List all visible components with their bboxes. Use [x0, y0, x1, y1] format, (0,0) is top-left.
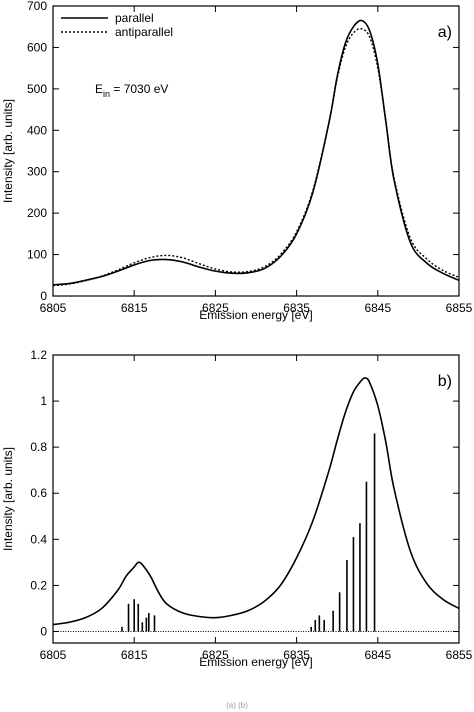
panel-b-y-axis-label: Intensity [arb. units]	[1, 447, 15, 551]
y-tick-label: 0	[40, 289, 47, 303]
panel-b-label: b)	[438, 373, 452, 390]
panel-a: 6805 6815 6825 6835 6845 6855 0 100 200 300 400 500…	[1, 0, 473, 322]
panel-a-ticks: 6805 6815 6825 6835 6845 6855 0 100 200 300 400 500…	[27, 0, 473, 315]
x-tick-label: 6805	[40, 648, 67, 662]
y-tick-label: 0	[40, 624, 47, 638]
series-line-parallel	[52, 19, 460, 286]
y-tick-label: 0.6	[30, 486, 47, 500]
x-tick-label: 6815	[121, 301, 148, 315]
panel-a-legend: parallel antiparallel	[61, 11, 173, 39]
x-tick-label: 6835	[283, 301, 310, 315]
annotation-subscript: in	[103, 89, 110, 99]
y-tick-label: 500	[27, 82, 47, 96]
y-tick-label: 1	[40, 394, 47, 408]
panel-b-x-axis-label: Emission energy [eV]	[199, 655, 312, 669]
x-tick-label: 6835	[283, 648, 310, 662]
panel-a-x-axis-label: Emission energy [eV]	[199, 308, 312, 322]
panel-b: 6805 6815 6825 6835 6845 6855 0 0.2 0.4 0.6 0.8 1 1.…	[1, 348, 473, 669]
broadened-spectrum-line	[52, 377, 460, 626]
x-tick-label: 6845	[364, 648, 391, 662]
y-tick-label: 0.8	[30, 440, 47, 454]
x-tick-label: 6855	[446, 301, 473, 315]
y-tick-label: 0.2	[30, 578, 47, 592]
panel-a-label: a)	[438, 24, 452, 41]
y-tick-label: 300	[27, 165, 47, 179]
panel-b-series	[52, 377, 460, 632]
x-tick-label: 6815	[121, 648, 148, 662]
panel-b-frame	[52, 354, 460, 644]
y-tick-label: 700	[27, 0, 47, 13]
y-tick-label: 600	[27, 40, 47, 54]
y-tick-label: 0.4	[30, 532, 47, 546]
x-tick-label: 6855	[446, 648, 473, 662]
annotation-main: E	[95, 82, 103, 96]
y-tick-label: 100	[27, 248, 47, 262]
panel-a-y-axis-label: Intensity [arb. units]	[1, 99, 15, 203]
panel-a-series	[52, 19, 460, 287]
y-tick-label: 400	[27, 123, 47, 137]
panel-b-ticks: 6805 6815 6825 6835 6845 6855 0 0.2 0.4 0.6 0.8 1 1.…	[30, 348, 472, 662]
legend-label-parallel: parallel	[115, 11, 154, 25]
y-tick-label: 1.2	[30, 348, 47, 362]
figure-footer-caption: (a) (b)	[226, 701, 248, 710]
x-tick-label: 6805	[40, 301, 67, 315]
incident-energy-annotation: Ein = 7030 eV	[95, 82, 168, 99]
panel-a-frame	[52, 5, 460, 297]
y-tick-label: 200	[27, 206, 47, 220]
annotation-value: = 7030 eV	[110, 82, 168, 96]
series-line-antiparallel	[52, 27, 460, 287]
x-tick-label: 6825	[202, 648, 229, 662]
legend-label-antiparallel: antiparallel	[115, 25, 173, 39]
x-tick-label: 6825	[202, 301, 229, 315]
x-tick-label: 6845	[364, 301, 391, 315]
